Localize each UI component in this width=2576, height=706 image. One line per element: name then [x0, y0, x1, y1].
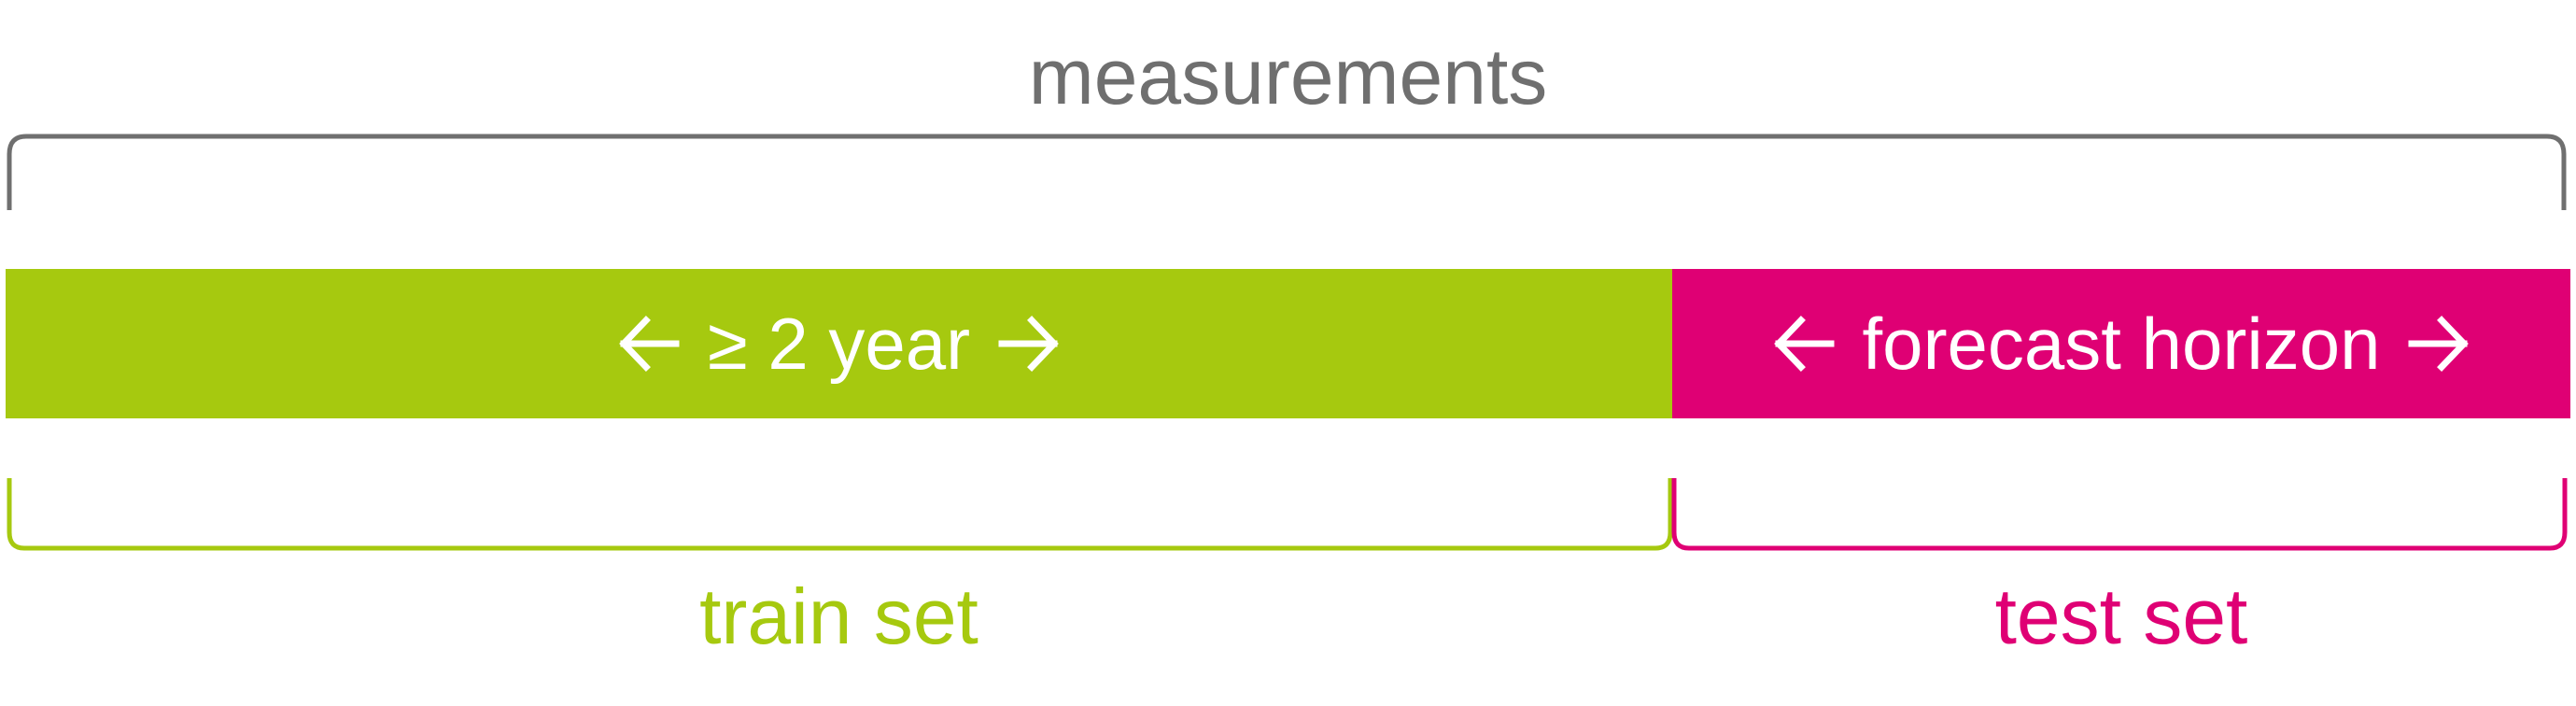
arrow-right-icon: [998, 311, 1063, 376]
measurements-bracket: [7, 134, 2567, 210]
test-set-label: test set: [1994, 572, 2248, 660]
test-segment: forecast horizon: [1672, 269, 2570, 418]
measurements-label: measurements: [1028, 33, 1548, 120]
arrow-right-icon: [2408, 311, 2473, 376]
arrow-left-icon: [614, 311, 680, 376]
train-set-label: train set: [699, 572, 978, 660]
arrow-left-icon: [1769, 311, 1835, 376]
train-segment: ≥ 2 year: [6, 269, 1672, 418]
train-segment-label: ≥ 2 year: [707, 302, 971, 385]
train-set-bracket: [7, 478, 1673, 551]
test-segment-label: forecast horizon: [1862, 302, 2381, 385]
test-set-bracket: [1671, 478, 2568, 551]
